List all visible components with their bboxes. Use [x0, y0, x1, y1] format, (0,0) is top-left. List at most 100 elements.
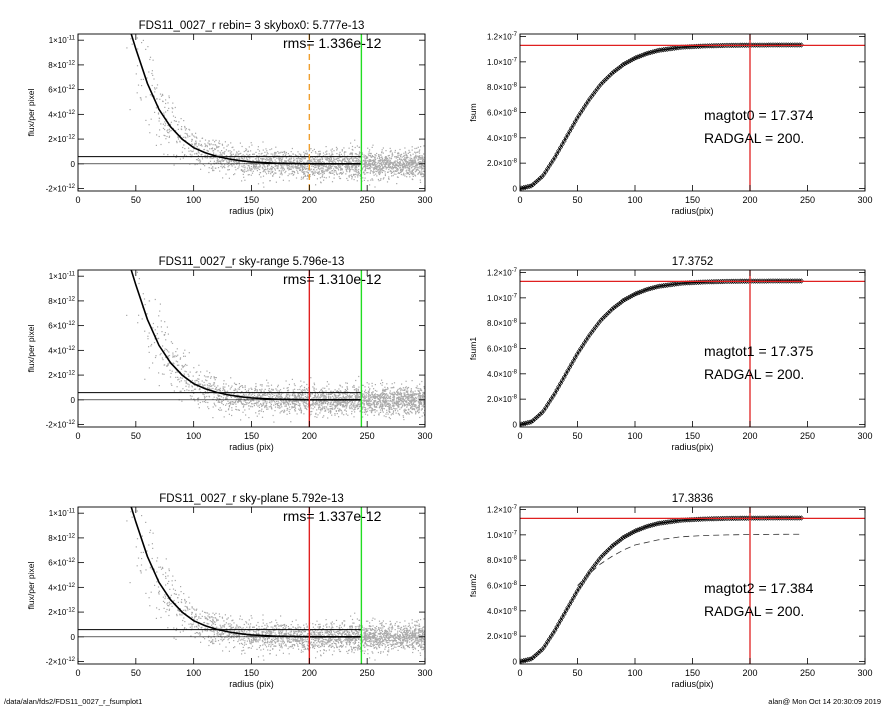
scatter-point [287, 387, 289, 389]
scatter-point [386, 162, 388, 164]
scatter-point [410, 395, 412, 397]
scatter-point [250, 168, 253, 170]
scatter-point [395, 173, 397, 175]
scatter-point [351, 410, 353, 413]
scatter-point [348, 171, 351, 173]
scatter-point [387, 405, 389, 407]
scatter-point [342, 164, 344, 166]
scatter-point [225, 397, 227, 399]
scatter-point [330, 159, 332, 161]
scatter-point [279, 160, 281, 162]
scatter-point [380, 169, 382, 171]
scatter-point [355, 397, 357, 399]
scatter-point [197, 159, 199, 161]
scatter-point [278, 157, 280, 159]
scatter-point [218, 398, 220, 400]
scatter-point [400, 154, 402, 156]
scatter-point [322, 402, 325, 404]
scatter-point [210, 377, 212, 379]
plot-area [78, 34, 432, 191]
scatter-point [247, 165, 249, 167]
scatter-point [236, 409, 238, 411]
scatter-point [151, 84, 153, 87]
scatter-point [355, 395, 357, 398]
scatter-point [300, 395, 302, 397]
scatter-point [271, 160, 273, 162]
scatter-point [411, 149, 413, 151]
scatter-point [257, 402, 259, 404]
scatter-point [184, 365, 186, 367]
scatter-point [330, 160, 332, 162]
scatter-point [196, 146, 198, 148]
scatter-point [294, 405, 296, 407]
scatter-point [431, 165, 432, 166]
scatter-point [319, 397, 321, 399]
scatter-point [231, 159, 233, 161]
scatter-point [354, 404, 356, 406]
scatter-point [289, 167, 291, 169]
scatter-point [398, 396, 400, 398]
scatter-point [368, 400, 370, 402]
scatter-point [363, 163, 365, 165]
scatter-point [382, 152, 384, 154]
scatter-point [239, 398, 241, 400]
scatter-point [395, 163, 397, 165]
scatter-point [419, 179, 421, 181]
scatter-point [383, 166, 385, 168]
scatter-point [358, 154, 360, 156]
scatter-point [242, 411, 244, 413]
scatter-point [402, 415, 404, 417]
scatter-point [410, 159, 412, 161]
scatter-point [344, 166, 346, 168]
scatter-point [266, 154, 268, 156]
scatter-point [157, 113, 160, 115]
scatter-point [382, 167, 384, 169]
scatter-point [236, 163, 238, 165]
scatter-point [413, 399, 415, 401]
scatter-point [176, 348, 178, 350]
scatter-point [389, 162, 391, 164]
scatter-point [286, 387, 288, 389]
scatter-point [266, 379, 268, 381]
scatter-point [330, 166, 333, 168]
scatter-point [167, 333, 169, 335]
scatter-point [212, 144, 214, 146]
scatter-point [380, 171, 382, 173]
scatter-point [258, 410, 260, 412]
scatter-point [272, 393, 274, 395]
scatter-point [220, 162, 222, 164]
scatter-point [387, 413, 389, 415]
scatter-point [299, 158, 301, 160]
scatter-point [374, 161, 376, 163]
scatter-point [275, 172, 277, 174]
scatter-point [357, 408, 359, 410]
scatter-point [358, 159, 360, 161]
scatter-point [341, 168, 343, 170]
scatter-point [236, 152, 238, 154]
scatter-point [195, 142, 197, 144]
scatter-point [345, 170, 348, 172]
scatter-point [249, 167, 251, 169]
scatter-point [279, 405, 281, 407]
scatter-point [255, 388, 257, 391]
scatter-point [418, 412, 420, 414]
scatter-point [232, 153, 234, 155]
scatter-point [276, 395, 278, 397]
scatter-point [386, 181, 389, 183]
scatter-point [235, 383, 238, 386]
scatter-point [230, 392, 232, 394]
scatter-point [168, 362, 170, 364]
scatter-point [199, 159, 201, 161]
scatter-point [273, 173, 275, 175]
scatter-point [413, 393, 415, 395]
scatter-point [315, 161, 318, 163]
scatter-point [272, 170, 274, 172]
scatter-point [282, 166, 284, 168]
scatter-point [241, 145, 243, 148]
scatter-point [191, 139, 193, 141]
scatter-point [249, 401, 251, 404]
scatter-point [263, 390, 265, 392]
scatter-point [268, 168, 270, 170]
scatter-point [337, 409, 340, 411]
scatter-point [324, 157, 326, 159]
